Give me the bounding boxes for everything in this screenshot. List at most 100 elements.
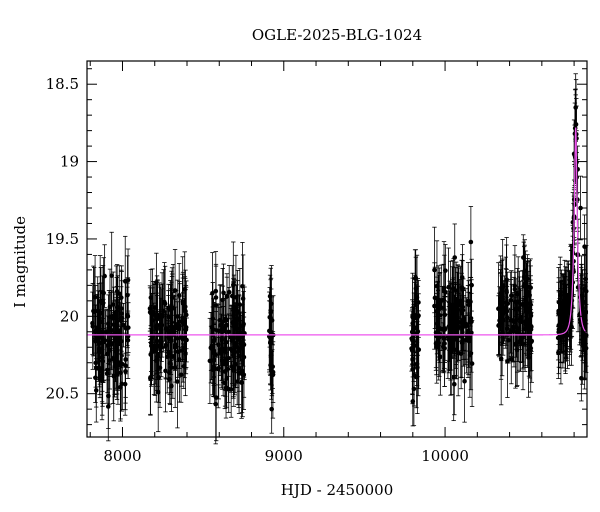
- data-marker: [237, 302, 243, 307]
- data-marker: [148, 295, 154, 300]
- data-point: [178, 299, 184, 376]
- data-marker: [175, 349, 181, 355]
- model-curve: [87, 127, 588, 336]
- data-point: [434, 240, 440, 332]
- y-tick-label: 19: [60, 153, 79, 171]
- data-marker: [175, 379, 180, 384]
- data-marker: [508, 318, 514, 323]
- data-point: [101, 257, 106, 329]
- data-marker: [558, 334, 563, 340]
- data-marker: [513, 341, 518, 347]
- data-marker: [101, 290, 106, 296]
- data-marker: [269, 406, 274, 412]
- data-point: [122, 352, 128, 416]
- data-marker: [410, 399, 416, 404]
- data-marker: [162, 301, 168, 307]
- data-marker: [469, 282, 474, 288]
- y-tick-label: 20: [60, 307, 79, 325]
- data-marker: [103, 329, 109, 335]
- data-point: [460, 287, 466, 333]
- data-marker: [120, 361, 125, 367]
- data-point: [170, 292, 176, 370]
- data-marker: [449, 346, 454, 352]
- data-marker: [522, 326, 528, 332]
- data-marker: [453, 335, 459, 341]
- data-point: [151, 302, 157, 396]
- data-marker: [525, 276, 530, 282]
- data-point: [267, 274, 273, 318]
- data-marker: [512, 286, 518, 292]
- data-point: [564, 296, 569, 350]
- data-marker: [582, 244, 587, 249]
- data-point: [95, 311, 101, 371]
- data-marker: [95, 338, 101, 344]
- data-marker: [241, 354, 247, 360]
- data-marker: [177, 357, 182, 362]
- data-marker: [270, 372, 276, 378]
- data-point: [453, 300, 459, 377]
- data-point: [154, 275, 160, 353]
- data-point: [451, 277, 456, 354]
- data-marker: [224, 376, 229, 381]
- data-marker: [518, 338, 523, 344]
- data-point: [175, 314, 180, 362]
- data-marker: [93, 360, 99, 366]
- data-point: [442, 309, 447, 387]
- data-marker: [99, 375, 105, 380]
- data-marker: [556, 350, 561, 355]
- data-point: [177, 316, 182, 403]
- data-point: [232, 302, 238, 386]
- data-marker: [154, 280, 159, 285]
- data-marker: [155, 389, 161, 395]
- data-marker: [115, 337, 121, 343]
- data-marker: [416, 313, 421, 318]
- data-point: [182, 251, 188, 328]
- data-marker: [529, 324, 534, 329]
- data-point: [224, 348, 229, 409]
- data-marker: [525, 291, 531, 297]
- data-marker: [210, 290, 215, 296]
- data-marker: [462, 378, 467, 384]
- chart-title: OGLE-2025-BLG-1024: [252, 26, 422, 44]
- data-marker: [107, 347, 113, 353]
- model-curve-group: [87, 127, 588, 336]
- data-marker: [226, 355, 231, 361]
- data-point: [561, 284, 567, 343]
- data-point: [508, 279, 514, 362]
- x-tick-label: 10000: [421, 447, 469, 465]
- data-marker: [524, 300, 529, 305]
- axis-ticks: 8000 9000 10000 18.5 19 19.5 20 20.5: [46, 61, 587, 465]
- data-marker: [153, 358, 159, 363]
- data-marker: [233, 361, 238, 367]
- data-point: [561, 282, 566, 353]
- y-axis-label: I magnitude: [11, 216, 29, 308]
- data-marker: [434, 283, 440, 289]
- data-marker: [240, 323, 246, 328]
- data-marker: [416, 347, 422, 353]
- data-marker: [451, 313, 456, 318]
- data-marker: [109, 273, 114, 278]
- data-point: [452, 353, 457, 416]
- data-point: [449, 303, 454, 395]
- data-point: [446, 290, 452, 362]
- data-marker: [432, 303, 437, 309]
- y-tick-label: 20.5: [46, 385, 79, 403]
- data-marker: [219, 337, 225, 343]
- data-point: [115, 310, 121, 371]
- data-marker: [504, 288, 509, 293]
- data-marker: [183, 327, 189, 332]
- data-marker: [172, 288, 178, 293]
- data-point: [414, 341, 420, 386]
- data-point: [499, 275, 505, 325]
- data-marker: [573, 122, 579, 127]
- data-point: [410, 376, 416, 427]
- data-marker: [446, 323, 452, 329]
- data-marker: [442, 345, 447, 351]
- plot-frame: [86, 60, 588, 438]
- data-marker: [175, 336, 180, 341]
- data-point: [462, 339, 467, 423]
- data-marker: [452, 255, 458, 260]
- data-point: [413, 249, 419, 306]
- data-marker: [465, 298, 471, 304]
